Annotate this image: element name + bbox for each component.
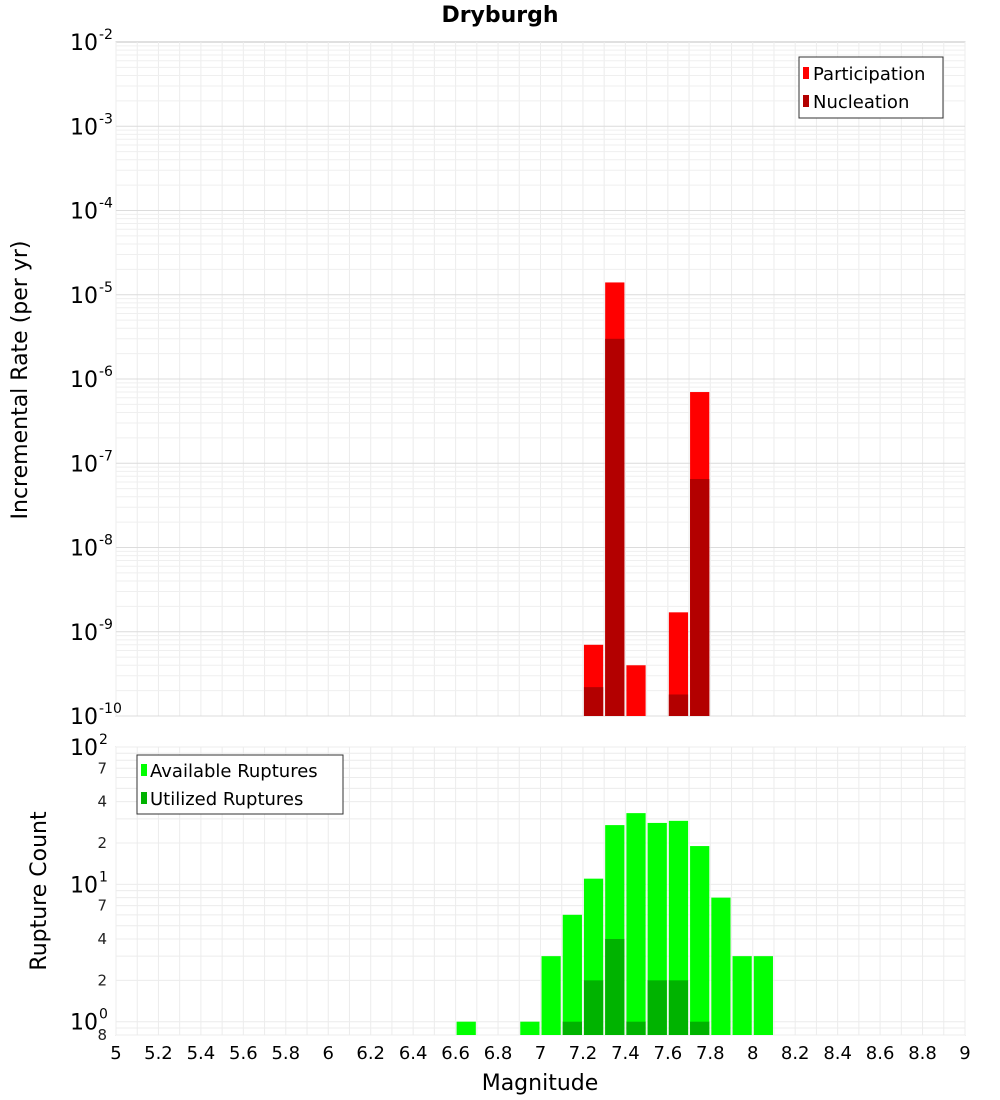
x-tick-label: 7.8 xyxy=(696,1043,725,1064)
top-y-tick-exponent: -2 xyxy=(99,27,113,43)
bottom-y-tick-exponent: 2 xyxy=(99,732,108,748)
x-tick-label: 9 xyxy=(959,1043,970,1064)
bottom-bar-s1 xyxy=(541,956,561,1035)
bottom-bar-s1 xyxy=(456,1021,476,1035)
x-tick-label: 6.2 xyxy=(356,1043,385,1064)
x-tick-label: 5.2 xyxy=(144,1043,173,1064)
legend-label-utilized: Utilized Ruptures xyxy=(150,789,303,810)
bottom-bar-s1 xyxy=(520,1021,540,1035)
top-y-tick-base: 10 xyxy=(70,537,98,562)
bottom-y-tick-exponent: 0 xyxy=(99,1007,108,1023)
chart-title: Dryburgh xyxy=(441,3,558,28)
x-tick-label: 6.4 xyxy=(399,1043,428,1064)
top-y-tick-base: 10 xyxy=(70,452,98,477)
bottom-legend: Available Ruptures Utilized Ruptures xyxy=(136,754,344,815)
top-bar-s1 xyxy=(626,665,646,716)
legend-swatch-available xyxy=(141,764,147,776)
legend-swatch-participation xyxy=(803,67,809,79)
legend-swatch-utilized xyxy=(141,792,147,804)
bottom-bar-s1 xyxy=(753,956,773,1035)
x-tick-label: 5.6 xyxy=(229,1043,258,1064)
x-tick-label: 8.2 xyxy=(781,1043,810,1064)
bottom-y-minor-tick: 7 xyxy=(97,897,107,915)
top-y-tick-base: 10 xyxy=(70,200,98,225)
top-y-tick-exponent: -3 xyxy=(99,111,113,127)
top-bars xyxy=(583,282,710,716)
legend-label-nucleation: Nucleation xyxy=(813,92,909,113)
bottom-y-tick-base: 10 xyxy=(70,736,98,761)
bottom-bar-s2 xyxy=(668,980,689,1035)
top-y-tick-base: 10 xyxy=(70,621,98,646)
bottom-bar-s1 xyxy=(711,897,731,1035)
top-bar-s2 xyxy=(690,479,710,716)
bottom-bar-s1 xyxy=(626,813,646,1035)
x-tick-label: 5.4 xyxy=(187,1043,216,1064)
x-tick-label: 7 xyxy=(535,1043,546,1064)
x-tick-label: 8 xyxy=(747,1043,758,1064)
x-tick-label: 8.4 xyxy=(823,1043,852,1064)
legend-label-participation: Participation xyxy=(813,64,925,85)
top-legend: Participation Nucleation xyxy=(798,56,944,119)
bottom-y-minor-tick: 4 xyxy=(97,793,107,811)
bottom-y-minor-tick: 2 xyxy=(97,834,107,852)
bottom-y-tick-base: 10 xyxy=(70,873,98,898)
top-y-tick-exponent: -6 xyxy=(99,364,113,380)
x-tick-label: 7.4 xyxy=(611,1043,640,1064)
top-y-tick-base: 10 xyxy=(70,31,98,56)
legend-label-available: Available Ruptures xyxy=(150,761,318,782)
x-tick-label: 5 xyxy=(110,1043,121,1064)
x-tick-label: 7.2 xyxy=(569,1043,598,1064)
x-tick-label: 7.6 xyxy=(654,1043,683,1064)
top-y-tick-exponent: -4 xyxy=(99,196,113,212)
top-y-tick-base: 10 xyxy=(70,284,98,309)
top-y-tick-labels: 10-210-310-410-510-610-710-810-910-10 xyxy=(70,27,122,730)
bottom-y-tick-base: 10 xyxy=(70,1011,98,1036)
top-y-tick-exponent: -5 xyxy=(99,280,113,296)
top-y-tick-base: 10 xyxy=(70,115,98,140)
top-y-tick-base: 10 xyxy=(70,368,98,393)
x-tick-labels: 5 5.2 5.4 5.6 5.8 6 6.2 6.4 6.6 6.8 7 7.2 7.4 7.6 7.8 8… xyxy=(110,1043,970,1064)
x-tick-label: 6 xyxy=(323,1043,334,1064)
bottom-y-minor-tick: 7 xyxy=(97,759,107,777)
bottom-bar-s2 xyxy=(583,980,604,1035)
top-y-tick-exponent: -9 xyxy=(99,617,113,633)
x-tick-label: 6.6 xyxy=(441,1043,470,1064)
bottom-bar-s2 xyxy=(562,1021,582,1035)
bottom-y-axis-label: Rupture Count xyxy=(27,811,52,971)
bottom-bar-s2 xyxy=(690,1021,710,1035)
bottom-y-tick-exponent: 1 xyxy=(99,869,108,885)
x-tick-label: 6.8 xyxy=(484,1043,513,1064)
top-bar-s2 xyxy=(605,338,625,716)
bottom-bar-s2 xyxy=(647,980,667,1035)
x-tick-label: 5.8 xyxy=(271,1043,300,1064)
top-y-tick-exponent: -10 xyxy=(99,701,122,717)
bottom-y-minor-tick: 4 xyxy=(97,930,107,948)
bottom-y-minor-tick: 8 xyxy=(97,1026,107,1044)
bottom-bar-s1 xyxy=(690,846,710,1035)
bottom-bar-s1 xyxy=(732,956,752,1035)
top-y-tick-exponent: -8 xyxy=(99,533,113,549)
bottom-bars xyxy=(456,813,773,1035)
top-y-axis-label: Incremental Rate (per yr) xyxy=(8,241,33,520)
bottom-bar-s2 xyxy=(605,939,625,1035)
x-axis-label: Magnitude xyxy=(482,1071,599,1096)
bottom-bar-s1 xyxy=(562,914,582,1035)
legend-swatch-nucleation xyxy=(803,95,809,107)
bottom-y-minor-tick: 2 xyxy=(97,971,107,989)
top-y-tick-base: 10 xyxy=(70,705,98,730)
top-bar-s2 xyxy=(583,687,604,716)
bottom-bar-s2 xyxy=(626,1021,646,1035)
top-grid xyxy=(115,42,966,717)
top-bar-s2 xyxy=(668,694,689,716)
top-bar-s1 xyxy=(668,612,689,716)
x-tick-label: 8.8 xyxy=(908,1043,937,1064)
x-tick-label: 8.6 xyxy=(866,1043,895,1064)
top-y-tick-exponent: -7 xyxy=(99,448,113,464)
